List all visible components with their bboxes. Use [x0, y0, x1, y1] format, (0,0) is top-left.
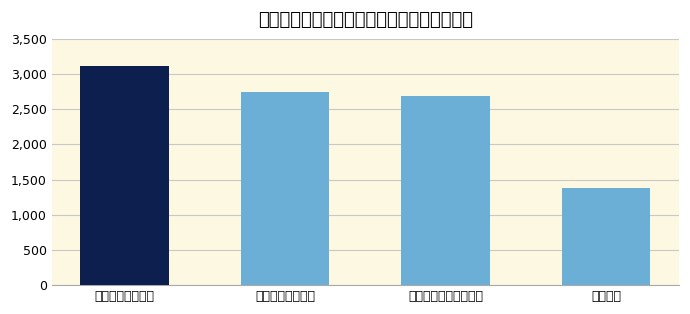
Bar — [402, 96, 490, 285]
Bar — [241, 92, 329, 285]
Bar — [562, 188, 651, 285]
Bar — [80, 66, 168, 285]
Title: まぐろ年間購入数量と全国平均（令和４年）: まぐろ年間購入数量と全国平均（令和４年） — [258, 11, 473, 29]
